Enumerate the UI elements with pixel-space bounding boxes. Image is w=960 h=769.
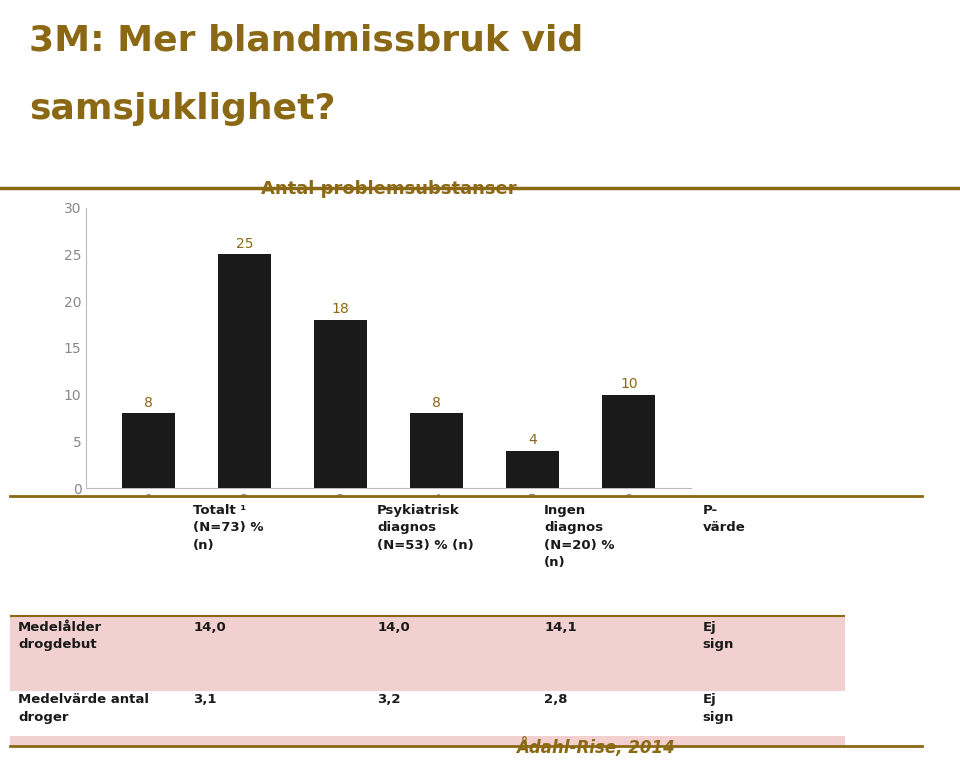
Text: Ingen
diagnos
(N=20) %
(n): Ingen diagnos (N=20) % (n) <box>544 504 614 569</box>
Text: 18: 18 <box>332 302 349 316</box>
Bar <box>314 320 367 488</box>
Text: 3,2: 3,2 <box>377 694 400 707</box>
Text: 14,0: 14,0 <box>193 621 227 634</box>
Text: Ej
sign: Ej sign <box>703 621 734 651</box>
Text: 3,1: 3,1 <box>193 694 217 707</box>
Text: Ej
sign: Ej sign <box>703 694 734 724</box>
Text: Psykiatrisk
diagnos
(N=53) % (n): Psykiatrisk diagnos (N=53) % (n) <box>377 504 474 551</box>
Text: 2,8: 2,8 <box>544 694 567 707</box>
FancyBboxPatch shape <box>10 616 845 691</box>
Bar <box>123 414 175 488</box>
FancyBboxPatch shape <box>10 691 845 736</box>
Text: 8: 8 <box>144 396 154 410</box>
Text: 3M: Mer blandmissbruk vid: 3M: Mer blandmissbruk vid <box>29 23 583 57</box>
Text: P-
värde: P- värde <box>703 504 746 534</box>
Text: 4: 4 <box>528 433 538 447</box>
Bar <box>411 414 463 488</box>
FancyBboxPatch shape <box>10 736 845 746</box>
Text: 8: 8 <box>432 396 442 410</box>
Bar <box>602 394 655 488</box>
Bar <box>218 255 271 488</box>
Text: 25: 25 <box>236 237 253 251</box>
Text: 14,0: 14,0 <box>377 621 410 634</box>
Text: Ådahl-Rise, 2014: Ådahl-Rise, 2014 <box>516 737 675 757</box>
Text: Medelålder
drogdebut: Medelålder drogdebut <box>18 621 102 651</box>
Text: 14,1: 14,1 <box>544 621 577 634</box>
Title: Antal problemsubstanser: Antal problemsubstanser <box>261 180 516 198</box>
Bar <box>506 451 559 488</box>
Text: 10: 10 <box>620 377 637 391</box>
Text: samsjuklighet?: samsjuklighet? <box>29 92 335 126</box>
Text: Medelvärde antal
droger: Medelvärde antal droger <box>18 694 149 724</box>
FancyBboxPatch shape <box>10 496 845 616</box>
Text: Totalt ¹
(N=73) %
(n): Totalt ¹ (N=73) % (n) <box>193 504 264 551</box>
